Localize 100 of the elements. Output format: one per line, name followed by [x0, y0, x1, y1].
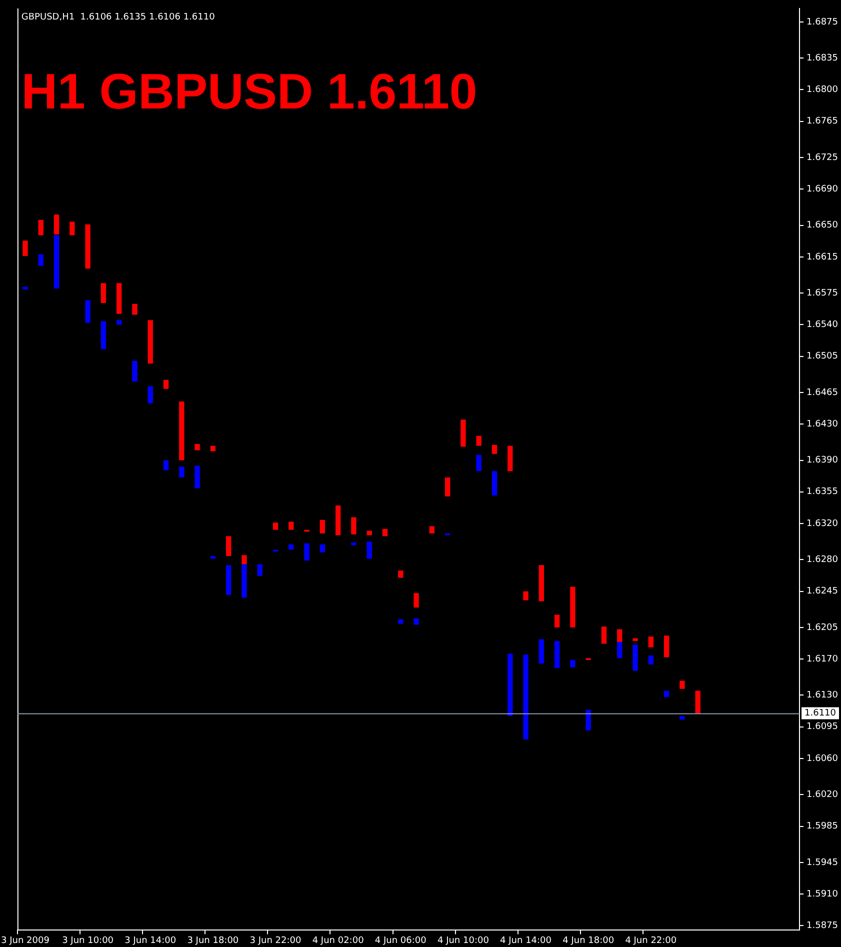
- bar: [242, 564, 247, 598]
- bar: [335, 505, 341, 536]
- y-tick-label: 1.5910: [806, 889, 838, 900]
- y-tick-label: 1.6430: [806, 419, 838, 430]
- bar: [257, 564, 262, 576]
- bar: [570, 660, 576, 668]
- y-tick-label: 1.6690: [806, 184, 838, 194]
- bar: [366, 530, 372, 536]
- y-tick-label: 1.6540: [806, 320, 838, 330]
- y-tick-label: 1.6875: [806, 17, 838, 28]
- bar: [304, 543, 310, 561]
- y-tick-label: 1.6280: [806, 555, 838, 566]
- y-tick-label: 1.5875: [806, 921, 838, 932]
- bar: [179, 402, 184, 460]
- bar: [414, 593, 419, 608]
- bar: [116, 283, 122, 314]
- bar: [508, 446, 513, 472]
- x-tick-label: 3 Jun 18:00: [187, 936, 239, 946]
- bar: [460, 420, 466, 447]
- bar: [148, 386, 153, 404]
- bar: [601, 626, 607, 644]
- bar: [508, 654, 513, 716]
- bar: [492, 471, 498, 496]
- bar: [398, 570, 404, 578]
- bar: [632, 644, 638, 671]
- bar: [538, 565, 544, 602]
- bar: [163, 380, 169, 389]
- bar: [320, 544, 326, 552]
- x-tick-label: 4 Jun 14:00: [500, 936, 552, 946]
- y-tick-label: 1.6615: [806, 252, 838, 262]
- bar: [648, 636, 654, 648]
- bar: [398, 619, 404, 624]
- bar: [382, 528, 388, 536]
- y-tick-label: 1.6060: [806, 754, 838, 764]
- x-tick-label: 3 Jun 14:00: [124, 936, 176, 946]
- bar: [148, 320, 153, 364]
- bar: [54, 214, 60, 234]
- y-tick-label: 1.6245: [806, 586, 838, 597]
- bar: [272, 522, 278, 530]
- bar: [554, 614, 560, 628]
- y-tick-label: 1.5985: [806, 822, 838, 832]
- bar: [523, 654, 528, 740]
- ref-line-label: 1.6110: [804, 708, 836, 719]
- x-tick-label: 4 Jun 06:00: [374, 936, 427, 946]
- bar: [523, 591, 528, 600]
- bar: [632, 638, 638, 642]
- bar: [414, 618, 419, 625]
- y-tick-label: 1.6575: [806, 288, 838, 298]
- y-tick-label: 1.6725: [806, 152, 838, 163]
- bar: [194, 466, 200, 488]
- bar: [132, 304, 138, 315]
- bar: [194, 444, 200, 450]
- bar: [476, 436, 482, 446]
- text: GBPUSD,H1 1.6106 1.6135 1.6106 1.6110: [21, 12, 216, 22]
- bar: [132, 360, 138, 382]
- bar: [210, 556, 216, 559]
- bar: [695, 690, 700, 714]
- y-tick-label: 1.6650: [806, 220, 838, 231]
- y-tick-label: 1.6205: [806, 622, 838, 633]
- bar: [586, 710, 591, 730]
- bar: [320, 520, 326, 534]
- y-tick-label: 1.5945: [806, 858, 838, 868]
- bar: [38, 220, 44, 236]
- bar: [22, 240, 28, 256]
- x-tick-label: 3 Jun 2009: [1, 936, 50, 946]
- bar: [648, 655, 654, 665]
- bar: [429, 526, 434, 534]
- bar: [351, 517, 356, 534]
- x-tick-label: 3 Jun 10:00: [62, 936, 114, 946]
- y-tick-label: 1.6390: [806, 456, 838, 466]
- y-tick-label: 1.6835: [806, 53, 838, 64]
- bar: [85, 300, 90, 323]
- bar: [22, 286, 28, 290]
- bar: [351, 542, 356, 546]
- x-tick-label: 3 Jun 22:00: [250, 936, 302, 946]
- bar: [100, 321, 106, 350]
- bar: [38, 254, 44, 266]
- bar: [100, 283, 106, 304]
- bar: [570, 586, 576, 628]
- y-tick-label: 1.6800: [806, 85, 838, 96]
- y-tick-label: 1.6130: [806, 690, 838, 701]
- y-tick-label: 1.6320: [806, 518, 838, 529]
- bar: [54, 235, 60, 289]
- x-tick-label: 4 Jun 22:00: [625, 936, 677, 946]
- bar: [680, 680, 685, 689]
- bar: [492, 444, 498, 454]
- bar: [538, 639, 544, 664]
- bar: [116, 320, 122, 325]
- y-tick-label: 1.6170: [806, 654, 838, 664]
- bar: [617, 629, 622, 642]
- x-tick-label: 4 Jun 02:00: [312, 936, 364, 946]
- bar: [366, 542, 372, 559]
- bar: [70, 222, 75, 236]
- bar: [680, 716, 685, 720]
- bar: [476, 454, 482, 472]
- bar: [554, 641, 560, 668]
- bar: [163, 460, 169, 470]
- y-tick-label: 1.6465: [806, 388, 838, 398]
- bar: [617, 642, 622, 658]
- x-tick-label: 4 Jun 10:00: [437, 936, 490, 946]
